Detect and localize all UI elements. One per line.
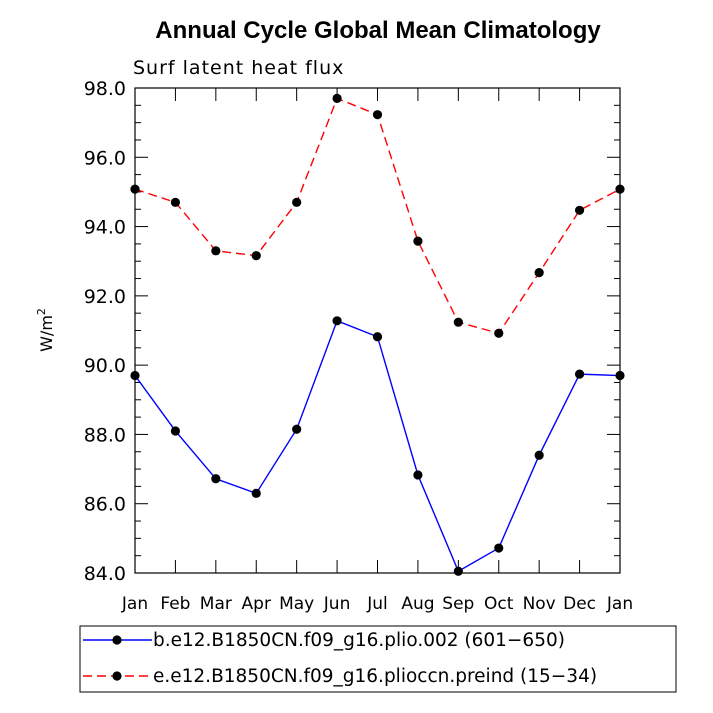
- y-tick-label: 92.0: [84, 286, 126, 308]
- data-point-series-2: [413, 236, 423, 246]
- data-point-series-1: [332, 316, 342, 326]
- x-tick-label: Sep: [442, 594, 474, 614]
- data-point-series-1: [453, 566, 463, 576]
- data-point-series-1: [494, 543, 504, 553]
- y-tick-label: 94.0: [84, 217, 126, 239]
- chart-subtitle: Surf latent heat flux: [133, 57, 344, 79]
- series-line-1: [134, 319, 621, 573]
- x-tick-label: Oct: [484, 594, 514, 614]
- data-point-series-1: [211, 474, 221, 484]
- data-point-series-2: [130, 184, 140, 194]
- series-markers: [130, 93, 625, 576]
- series-line-2: [134, 97, 621, 335]
- x-tick-label: Jan: [121, 594, 148, 614]
- y-axis-label-exponent: 2: [35, 308, 48, 315]
- chart-title: Annual Cycle Global Mean Climatology: [155, 17, 601, 44]
- data-point-series-2: [494, 328, 504, 338]
- y-axis-label-base: W/m: [37, 315, 56, 352]
- data-point-series-2: [372, 110, 383, 120]
- data-point-series-2: [615, 184, 625, 194]
- data-point-series-1: [413, 470, 423, 480]
- data-point-series-1: [170, 426, 181, 436]
- x-tick-label: Mar: [200, 594, 232, 614]
- data-point-series-2: [534, 268, 544, 278]
- data-point-series-2: [211, 246, 221, 256]
- x-tick-labels: Jan Feb Mar Apr May Jun Jul Aug Sep Oct Nov Dec Jan: [121, 594, 633, 614]
- x-tick-label: Dec: [563, 594, 596, 614]
- legend: b.e12.B1850CN.f09_g16.plio.002 (601−650)…: [79, 625, 677, 693]
- legend-box: [79, 625, 677, 693]
- x-tick-label: Jul: [366, 594, 388, 614]
- data-point-series-1: [615, 370, 625, 381]
- y-axis-label: W/m2: [35, 308, 56, 352]
- y-tick-labels: 84.0 86.0 88.0 90.0 92.0 94.0 96.0 98.0: [84, 78, 126, 585]
- data-point-series-1: [534, 450, 544, 460]
- data-point-series-1: [292, 424, 302, 434]
- y-tick-label: 84.0: [84, 563, 126, 585]
- legend-marker-series-2: [112, 671, 122, 681]
- data-point-series-1: [372, 332, 383, 342]
- data-point-series-1: [574, 369, 585, 379]
- legend-entries: [83, 635, 152, 681]
- data-point-series-2: [574, 205, 585, 215]
- x-tick-label: Aug: [401, 594, 434, 614]
- data-point-series-2: [170, 197, 181, 207]
- data-point-series-2: [332, 93, 342, 103]
- y-tick-label: 98.0: [84, 78, 126, 100]
- data-point-series-1: [251, 488, 261, 498]
- axes: [134, 87, 621, 574]
- data-point-series-2: [292, 197, 302, 207]
- data-point-series-1: [130, 370, 140, 381]
- x-tick-label: Feb: [160, 594, 190, 614]
- x-tick-label: Nov: [523, 594, 556, 614]
- y-tick-label: 90.0: [84, 355, 126, 377]
- legend-label-series-2: e.e12.B1850CN.f09_g16.plioccn.preind (15…: [153, 666, 597, 687]
- plot-frame: [134, 87, 621, 574]
- legend-label-series-1: b.e12.B1850CN.f09_g16.plio.002 (601−650): [153, 630, 565, 651]
- x-tick-label: Jan: [606, 594, 633, 614]
- legend-marker-series-1: [112, 635, 122, 645]
- x-tick-label: Apr: [242, 594, 271, 614]
- data-point-series-2: [453, 317, 463, 327]
- data-point-series-2: [251, 251, 261, 261]
- y-tick-label: 86.0: [84, 494, 126, 516]
- y-tick-label: 88.0: [84, 424, 126, 446]
- x-tick-label: Jun: [323, 594, 351, 614]
- x-tick-label: May: [279, 594, 314, 614]
- y-tick-label: 96.0: [84, 147, 126, 169]
